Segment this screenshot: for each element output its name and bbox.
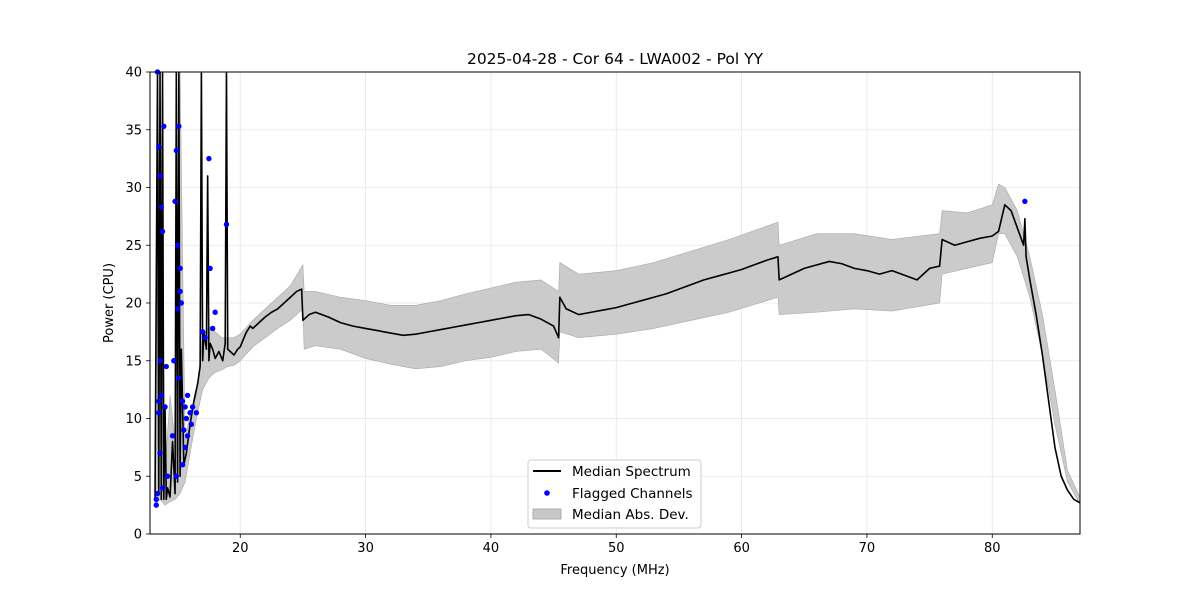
flagged-point	[159, 485, 166, 491]
y-tick-label: 20	[125, 297, 142, 312]
x-tick-label: 20	[232, 541, 249, 556]
x-tick-label: 70	[859, 541, 876, 556]
mad-band	[154, 72, 1080, 506]
flagged-point	[154, 490, 161, 497]
flagged-point	[223, 221, 230, 228]
mad-band-layer	[154, 72, 1080, 506]
flagged-point	[174, 306, 181, 312]
legend-swatch-mad	[532, 508, 562, 520]
flagged-point	[212, 309, 218, 315]
flagged-point	[158, 392, 164, 399]
flagged-point	[157, 450, 163, 456]
flagged-point	[159, 228, 166, 235]
flagged-point	[182, 404, 188, 410]
x-tick-label: 50	[608, 541, 625, 556]
flagged-point	[193, 410, 200, 416]
flagged-point	[206, 155, 212, 162]
flagged-point	[179, 398, 186, 404]
y-tick-label: 25	[125, 239, 142, 254]
median-spectrum-line	[154, 72, 1080, 504]
legend-label-mad: Median Abs. Dev.	[572, 507, 689, 523]
flagged-point	[157, 173, 163, 179]
chart-title: 2025-04-28 - Cor 64 - LWA002 - Pol YY	[467, 50, 764, 68]
flagged-point	[184, 433, 191, 439]
y-tick-label: 40	[125, 66, 142, 81]
flagged-point	[156, 410, 162, 416]
flagged-point	[209, 325, 216, 332]
flagged-point	[171, 358, 177, 364]
flagged-point	[172, 198, 178, 205]
legend-swatch-flagged	[544, 490, 550, 496]
flagged-point	[176, 123, 182, 129]
flagged-point	[182, 444, 188, 451]
flagged-point	[173, 147, 180, 154]
y-tick-label: 15	[125, 354, 142, 369]
flagged-point	[176, 375, 182, 381]
flagged-point	[179, 462, 186, 468]
flagged-point	[161, 123, 167, 129]
flagged-point	[189, 404, 196, 410]
chart-legend: Median Spectrum Flagged Channels Median …	[527, 459, 702, 529]
flagged-point	[157, 358, 163, 364]
x-tick-label: 80	[984, 541, 1001, 556]
legend-label-median: Median Spectrum	[572, 464, 691, 480]
y-tick-label: 35	[125, 123, 142, 138]
flagged-point	[156, 144, 162, 150]
flagged-point	[164, 473, 171, 479]
y-tick-label: 30	[125, 181, 142, 196]
flagged-point	[199, 329, 206, 335]
y-axis-label: Power (CPU)	[102, 263, 117, 343]
flagged-point	[181, 427, 187, 433]
flagged-point	[156, 398, 162, 404]
y-tick-label: 10	[125, 412, 142, 427]
flagged-point	[207, 265, 213, 272]
x-axis-label: Frequency (MHz)	[560, 563, 669, 578]
x-tick-label: 60	[733, 541, 750, 556]
y-tick-label: 5	[134, 470, 142, 485]
flagged-point	[162, 404, 168, 410]
flagged-point	[202, 334, 208, 341]
flagged-point	[183, 415, 190, 422]
axis-ticks: 20 30 40 50 60 70 80 0 5 10 15 20 25 30 35 40	[125, 66, 1000, 557]
x-tick-label: 40	[483, 541, 500, 556]
flagged-point	[188, 421, 195, 427]
flagged-point	[177, 265, 183, 272]
flagged-point	[163, 363, 169, 370]
flagged-point	[177, 288, 183, 295]
flagged-point	[173, 473, 180, 479]
flagged-point	[184, 392, 191, 399]
flagged-point	[158, 204, 164, 210]
x-tick-label: 30	[357, 541, 374, 556]
flagged-point	[153, 502, 159, 508]
median-line-layer	[154, 72, 1080, 504]
legend-box	[527, 459, 702, 529]
flagged-point	[187, 410, 193, 416]
flagged-point	[1022, 198, 1028, 205]
flagged-point	[153, 496, 159, 503]
flagged-point	[169, 433, 176, 439]
legend-label-flagged: Flagged Channels	[572, 486, 693, 502]
flagged-point	[174, 242, 181, 248]
flagged-point	[178, 300, 185, 306]
y-tick-label: 0	[134, 528, 142, 543]
